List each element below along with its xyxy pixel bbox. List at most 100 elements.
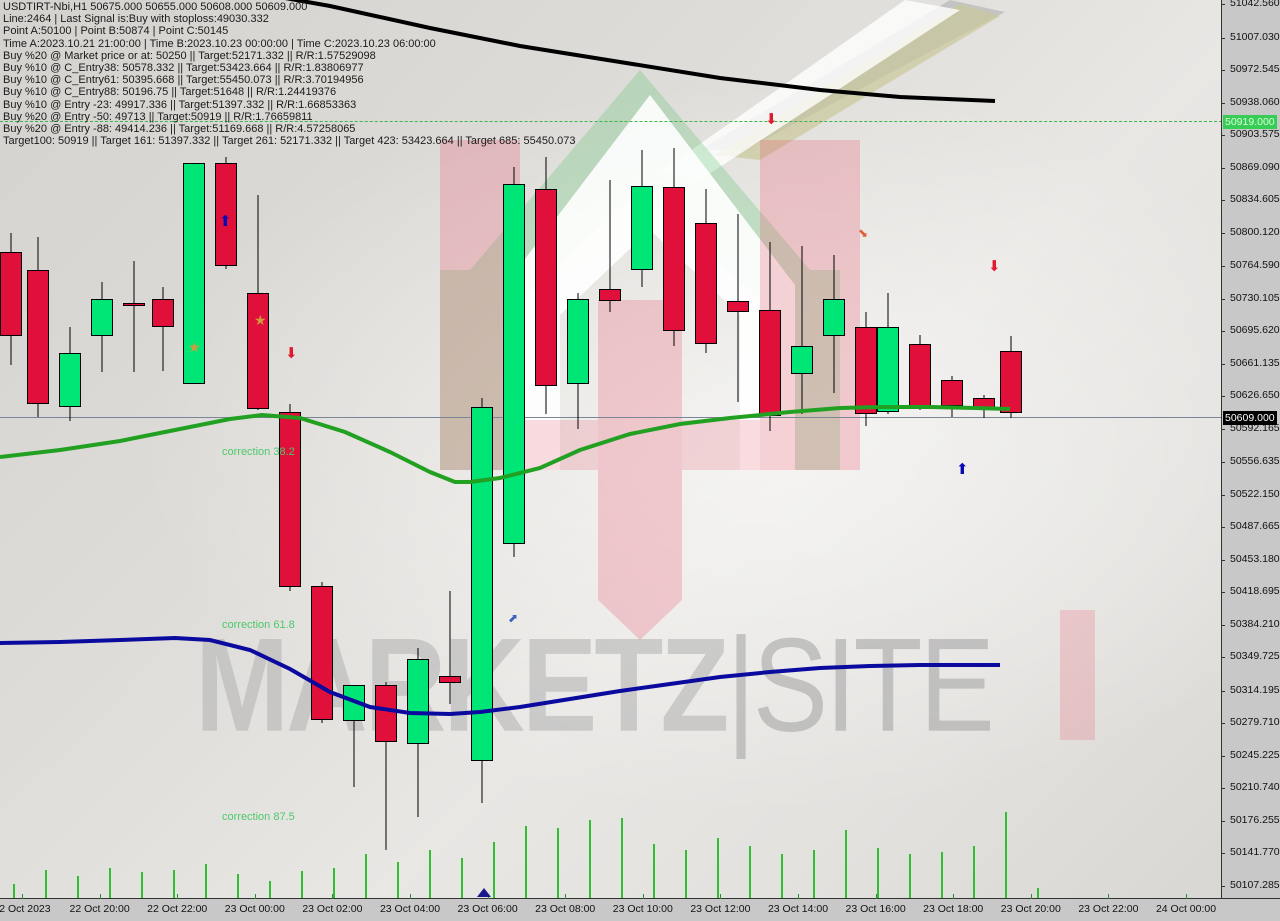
sell-arrow-down-icon: ⬇ — [765, 111, 778, 128]
price-tick-label: 50107.285 — [1230, 879, 1280, 891]
time-tick-mark — [953, 894, 955, 899]
candlestick — [567, 293, 589, 429]
time-tick-mark — [1186, 894, 1187, 899]
chart-plot-area[interactable]: MARKETZ|SITE — [0, 0, 1222, 898]
candlestick — [123, 261, 145, 373]
volume-bar — [813, 850, 815, 898]
price-tick-label: 50661.135 — [1230, 356, 1280, 369]
candlestick — [471, 397, 493, 804]
price-tick-label: 50453.180 — [1230, 552, 1280, 565]
watermark-bold: MARKETZ — [195, 610, 729, 760]
candlestick — [375, 681, 397, 851]
volume-bar — [845, 830, 847, 898]
candle-body — [59, 353, 81, 408]
candlestick — [599, 179, 621, 312]
sell-arrow-down-icon: ⬇ — [285, 345, 298, 362]
time-tick-label: 23 Oct 04:00 — [379, 903, 441, 915]
time-tick-mark — [1030, 894, 1032, 899]
candle-wick — [133, 261, 135, 373]
time-axis[interactable]: 22 Oct 2023 22 Oct 20:00 22 Oct 22:00 23 Oc… — [0, 894, 1280, 921]
time-tick-mark — [99, 894, 101, 899]
time-tick: 23 Oct 20:00 — [1001, 903, 1061, 915]
time-tick-mark — [875, 894, 877, 899]
price-tick-label: 50384.210 — [1230, 617, 1280, 630]
price-tick-label: 50834.605 — [1230, 193, 1280, 206]
candlestick — [631, 149, 653, 288]
sell-arrow-down-icon: ⬇ — [988, 258, 1001, 275]
buy-arrow-up-icon: ⬆ — [219, 213, 232, 230]
volume-bar — [493, 842, 495, 898]
price-axis[interactable]: 51042.560 51007.030 50972.545 50938.060 5090… — [1221, 0, 1280, 898]
candle-body — [123, 302, 145, 307]
time-tick-label: 22 Oct 2023 — [0, 903, 51, 915]
info-panel-line: Time A:2023.10.21 21:00:00 | Time B:2023… — [3, 37, 436, 50]
time-tick: 24 Oct 00:00 — [1156, 903, 1216, 915]
volume-bar — [941, 852, 943, 898]
time-tick-label: 23 Oct 06:00 — [457, 903, 518, 915]
time-tick-label: 23 Oct 16:00 — [845, 903, 906, 915]
time-tick: 23 Oct 22:00 — [1078, 903, 1138, 915]
price-tick-label: 50176.255 — [1230, 813, 1280, 826]
correction-label: correction 38.2 — [222, 446, 295, 458]
candle-body — [663, 187, 685, 331]
info-panel-line: Buy %10 @ C_Entry88: 50196.75 || Target:… — [3, 86, 337, 99]
info-panel-line: Buy %20 @ Entry -50: 49713 || Target:509… — [3, 110, 313, 123]
time-tick: 23 Oct 10:00 — [613, 903, 673, 915]
time-tick: 22 Oct 2023 — [0, 903, 51, 915]
info-panel-line: Target100: 50919 || Target 161: 51397.33… — [3, 135, 576, 148]
time-tick-mark — [720, 894, 722, 899]
candle-wick — [162, 287, 164, 372]
info-panel-line: Point A:50100 | Point B:50874 | Point C:… — [3, 25, 229, 38]
price-tick-label: 50938.060 — [1230, 95, 1280, 108]
candlestick — [0, 232, 22, 365]
moving-average-lines — [0, 0, 1011, 717]
volume-bar — [525, 826, 527, 898]
time-tick-label: 23 Oct 02:00 — [302, 903, 363, 915]
candlestick — [877, 293, 899, 414]
volume-bar — [45, 870, 47, 898]
volume-bar — [301, 871, 303, 898]
candle-body — [0, 251, 22, 337]
time-tick: 23 Oct 02:00 — [302, 903, 362, 915]
candle-body — [407, 658, 429, 744]
candlestick — [27, 236, 49, 417]
price-tick-label: 50141.770 — [1230, 846, 1280, 859]
time-tick-label: 23 Oct 22:00 — [1078, 903, 1139, 915]
candlestick — [311, 581, 333, 724]
volume-bar — [717, 838, 719, 898]
volume-bar — [749, 846, 751, 898]
price-tick-label: 50626.650 — [1230, 389, 1280, 402]
price-tick-label: 50279.710 — [1230, 716, 1280, 729]
candle-body — [471, 407, 493, 761]
volume-bar — [365, 854, 367, 898]
time-tick-label: 23 Oct 08:00 — [535, 903, 596, 915]
time-tick: 23 Oct 18:00 — [923, 903, 983, 915]
volume-bar — [621, 818, 623, 898]
volume-bar — [973, 846, 975, 898]
price-tick-label: 51042.560 — [1230, 0, 1280, 9]
candle-wick — [801, 245, 803, 414]
candlestick — [407, 647, 429, 818]
price-tick-label: 50487.665 — [1230, 520, 1280, 533]
candle-body — [375, 685, 397, 742]
time-tick: 23 Oct 16:00 — [846, 903, 906, 915]
time-tick-label: 23 Oct 20:00 — [1000, 903, 1061, 915]
info-panel-line: Buy %20 @ Entry -88: 49414.236 || Target… — [3, 123, 356, 136]
time-tick-mark — [1108, 894, 1110, 899]
time-tick-mark — [798, 894, 799, 899]
time-tick: 22 Oct 22:00 — [147, 903, 207, 915]
candlestick — [279, 404, 301, 592]
candlestick — [535, 157, 557, 414]
time-tick-label: 23 Oct 14:00 — [767, 903, 829, 915]
symbol-ohlc-line: USDTIRT-Nbi,H1 50675.000 50655.000 50608… — [3, 1, 308, 13]
time-tick: 23 Oct 06:00 — [458, 903, 518, 915]
star-icon: ★ — [188, 339, 201, 355]
buy-signal-triangle — [477, 888, 491, 897]
candle-body — [1000, 350, 1022, 413]
price-tick-label: 50800.120 — [1230, 225, 1280, 238]
time-tick-mark — [254, 894, 256, 899]
candle-body — [91, 298, 113, 337]
current-price-line — [0, 417, 1222, 418]
time-tick: 22 Oct 20:00 — [70, 903, 130, 915]
buy-arrow-up-icon: ⬆ — [956, 461, 969, 478]
